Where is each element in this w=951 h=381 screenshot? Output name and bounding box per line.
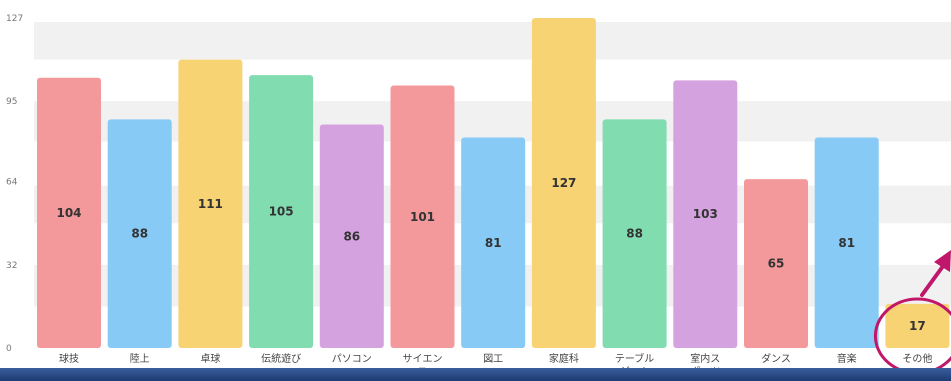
bar (531, 18, 596, 348)
x-tick-label: 陸上 (130, 352, 150, 365)
bar (673, 80, 738, 348)
x-tick-label: テーブル (615, 352, 654, 365)
y-tick-label: 0 (6, 344, 12, 354)
y-tick-label: 64 (6, 178, 18, 188)
x-tick-label: 図工 (483, 353, 503, 365)
data-label: 104 (56, 206, 81, 220)
bar (461, 137, 526, 348)
highlight-arrow-head (934, 250, 951, 272)
bar (885, 303, 950, 348)
x-tick-label: ゲーム (620, 366, 650, 368)
bar (107, 119, 172, 348)
data-label: 127 (551, 176, 576, 190)
x-tick-label: 家庭科 (549, 352, 579, 365)
x-tick-label: パソコン (332, 353, 372, 365)
highlight-circle (873, 297, 951, 368)
x-tick-label: 音楽 (837, 352, 857, 365)
data-label: 86 (343, 229, 360, 243)
x-tick-label: ダンス (761, 352, 791, 365)
x-tick-label: ポーツ (690, 366, 720, 368)
data-label: 103 (693, 207, 718, 221)
y-tick-label: 127 (6, 14, 23, 24)
bar (390, 85, 455, 348)
y-tick-label: 95 (6, 97, 17, 107)
bar (814, 137, 879, 348)
x-tick-label: 伝統遊び (261, 352, 301, 365)
data-label: 81 (838, 236, 855, 250)
bars (37, 18, 950, 349)
bar (178, 59, 243, 349)
bar (37, 77, 101, 348)
bar (602, 119, 667, 348)
grid-band (34, 22, 951, 60)
bar (319, 124, 384, 348)
data-labels: 104 88 111 105 86 101 81 127 88 103 65 81 17 (56, 176, 925, 333)
data-label: 65 (768, 257, 785, 271)
bar (744, 179, 808, 348)
data-label: 81 (485, 236, 502, 250)
highlight-arrow-shaft (920, 260, 948, 297)
x-tick-label: 球技 (59, 352, 79, 365)
data-label: 111 (198, 197, 223, 211)
x-tick-label: 室内ス (690, 352, 720, 365)
y-axis-ticks: 0 32 64 95 127 (6, 14, 23, 354)
x-axis-ticks: 球技 陸上 卓球 伝統遊び パソコン サイエンス 図工 家庭科 テーブルゲーム 室内スポーツ ダンス… (59, 352, 932, 368)
data-label: 88 (131, 227, 148, 241)
data-label: 105 (269, 205, 294, 219)
x-tick-label: ス (418, 367, 428, 368)
data-label: 101 (410, 210, 435, 224)
bar (249, 75, 314, 349)
x-tick-label: その他 (902, 352, 932, 365)
window-bottom-bar (0, 368, 951, 381)
x-tick-label: 卓球 (200, 352, 220, 365)
data-label: 88 (626, 227, 643, 241)
x-tick-label: サイエン (403, 353, 443, 365)
data-label: 17 (909, 319, 926, 333)
y-tick-label: 32 (6, 261, 17, 271)
highlight-annotation (873, 250, 951, 368)
bar-chart: 0 32 64 95 127 104 88 111 105 86 101 81 127 88 103 65 8… (6, 14, 951, 368)
